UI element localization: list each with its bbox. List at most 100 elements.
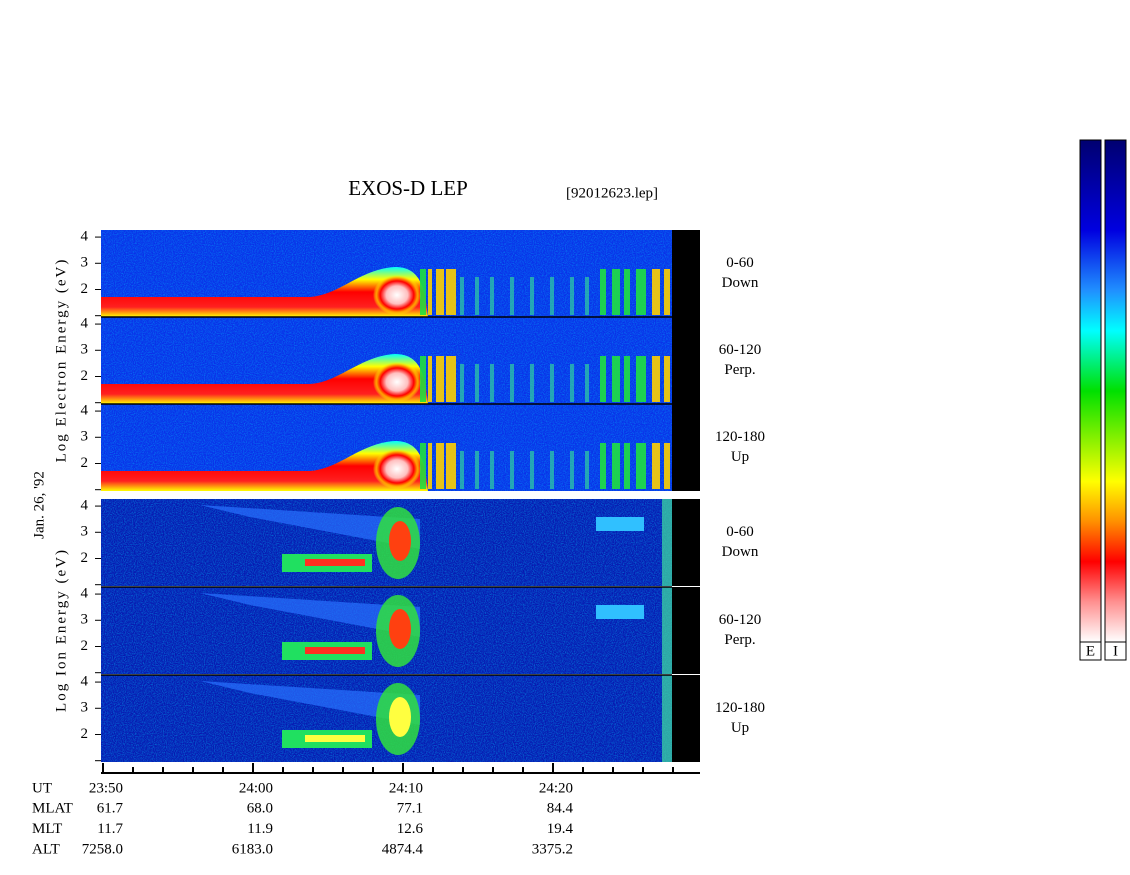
- stripe: [490, 277, 494, 315]
- ion-edge: [662, 499, 672, 586]
- stripe: [550, 277, 554, 315]
- stripe: [636, 443, 646, 489]
- y-tick-label: 4: [81, 586, 89, 602]
- ephemeris-value: 61.7: [97, 801, 124, 817]
- y-tick-label: 2: [81, 726, 89, 742]
- stripe: [428, 269, 432, 315]
- stripe: [428, 443, 432, 489]
- y-tick-label: 4: [81, 229, 89, 245]
- direction-label: Up: [731, 449, 749, 465]
- ion-core: [305, 647, 365, 654]
- y-tick-label: 2: [81, 455, 89, 471]
- direction-label: Down: [722, 275, 759, 291]
- stripe: [600, 443, 606, 489]
- y-tick-label: 2: [81, 368, 89, 384]
- stripe: [612, 356, 620, 402]
- stripe: [436, 356, 444, 402]
- stripe: [570, 364, 574, 402]
- stripe: [570, 451, 574, 489]
- y-axis-title: Log Electron Energy (eV): [53, 258, 69, 463]
- stripe: [585, 364, 589, 402]
- band: [101, 267, 428, 317]
- stripe: [460, 451, 464, 489]
- stripe: [446, 443, 456, 489]
- stripe: [428, 356, 432, 402]
- ephemeris-value: 11.7: [97, 821, 123, 837]
- date-label: Jan. 26, '92: [31, 471, 47, 539]
- y-axis-title: Log Ion Energy (eV): [53, 548, 69, 712]
- stripe: [636, 269, 646, 315]
- stripe: [664, 356, 670, 402]
- stripe: [652, 269, 660, 315]
- y-tick-label: 2: [81, 281, 89, 297]
- pitch-label: 0-60: [726, 524, 754, 540]
- direction-label: Perp.: [724, 362, 755, 378]
- ephemeris-value: 7258.0: [82, 841, 123, 857]
- x-tick-label: 24:20: [539, 780, 573, 796]
- ion-band: [596, 605, 644, 619]
- stripe: [636, 356, 646, 402]
- pitch-label: 120-180: [715, 429, 765, 445]
- stripe: [475, 277, 479, 315]
- y-tick-label: 3: [81, 429, 89, 445]
- stripe: [436, 269, 444, 315]
- file-name: [92012623.lep]: [566, 185, 658, 201]
- colorbar-label: I: [1113, 643, 1118, 659]
- ion-core: [389, 521, 411, 561]
- y-tick-label: 4: [81, 403, 89, 419]
- band: [101, 441, 428, 491]
- spectrogram-layer: [101, 230, 700, 762]
- y-tick-label: 4: [81, 316, 89, 332]
- stripe: [510, 277, 514, 315]
- stripe: [612, 443, 620, 489]
- ephemeris-value: 84.4: [547, 801, 574, 817]
- stripe: [530, 364, 534, 402]
- stripe: [460, 364, 464, 402]
- stripe: [664, 443, 670, 489]
- y-tick-label: 3: [81, 342, 89, 358]
- y-tick-label: 3: [81, 255, 89, 271]
- ion-edge: [662, 587, 672, 674]
- stripe: [585, 451, 589, 489]
- stripe: [600, 269, 606, 315]
- direction-label: Up: [731, 720, 749, 736]
- stripe: [585, 277, 589, 315]
- stripe: [624, 443, 630, 489]
- stripe: [475, 364, 479, 402]
- stripe: [436, 443, 444, 489]
- pitch-label: 60-120: [719, 342, 762, 358]
- ephemeris-value: 6183.0: [232, 841, 273, 857]
- direction-label: Perp.: [724, 632, 755, 648]
- x-tick-label: 24:10: [389, 780, 423, 796]
- y-tick-label: 3: [81, 524, 89, 540]
- ephemeris-name: ALT: [32, 841, 60, 857]
- stripe: [550, 451, 554, 489]
- ephemeris-name: UT: [32, 780, 52, 796]
- stripe: [612, 269, 620, 315]
- stripe: [420, 356, 426, 402]
- blank-strip: [672, 675, 700, 762]
- stripe: [490, 364, 494, 402]
- ephemeris-value: 19.4: [547, 821, 574, 837]
- stripe: [570, 277, 574, 315]
- ephemeris-name: MLT: [32, 821, 62, 837]
- colorbar-label-box: [1079, 641, 1102, 661]
- stripe: [510, 364, 514, 402]
- pitch-label: 120-180: [715, 700, 765, 716]
- wedge: [200, 593, 420, 637]
- wedge: [200, 681, 420, 725]
- stripe: [664, 269, 670, 315]
- y-tick-label: 2: [81, 638, 89, 654]
- stripe: [490, 451, 494, 489]
- y-tick-label: 3: [81, 700, 89, 716]
- stripe: [460, 277, 464, 315]
- ephemeris-value: 11.9: [247, 821, 273, 837]
- stripe: [420, 443, 426, 489]
- blank-strip: [672, 587, 700, 674]
- stripe: [446, 356, 456, 402]
- blank-strip: [672, 499, 700, 586]
- wedge: [200, 505, 420, 549]
- hot-spot: [373, 275, 421, 315]
- stripe: [475, 451, 479, 489]
